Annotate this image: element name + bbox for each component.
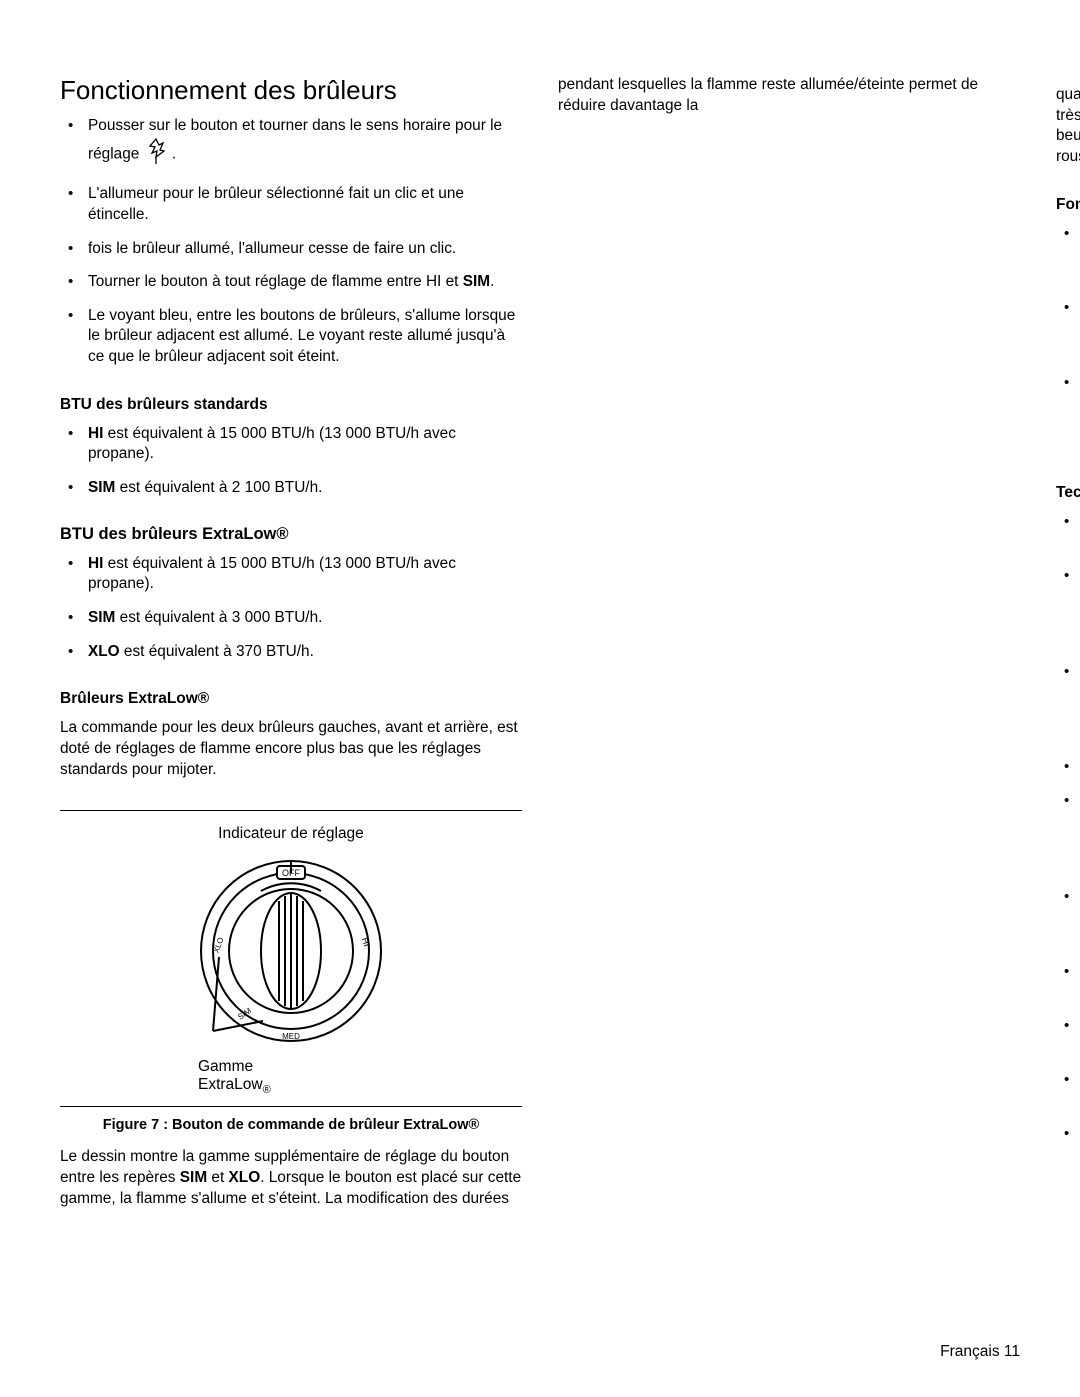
page-title: Fonctionnement des brûleurs	[60, 75, 522, 106]
figure-top-label: Indicateur de réglage	[60, 825, 522, 843]
figure-caption: Figure 7 : Bouton de commande de brûleur…	[60, 1117, 522, 1133]
list-item: Le type et la quantité d'aliments déterm…	[1056, 512, 1080, 553]
list-item: Pour adapter le degré de chaleur aux ali…	[1056, 373, 1080, 456]
list-item: HI est équivalent à 15 000 BTU/h (13 000…	[60, 554, 522, 595]
list-item: Lorsque le bouton est réglé juste en des…	[1056, 298, 1080, 360]
col2-intro-para: quantité de chaleur et de cuire des alim…	[1056, 85, 1080, 168]
list-item: fois le brûleur allumé, l'allumeur cesse…	[60, 239, 522, 260]
list-item: XLO, le réglage le plus bas, fonctionne …	[1056, 224, 1080, 286]
list-item: Il est normal de ne pas voir de bulles à…	[1056, 1070, 1080, 1111]
std-btu-list: HI est équivalent à 15 000 BTU/h (13 000…	[60, 424, 522, 499]
page-footer: Français 11	[940, 1343, 1020, 1361]
tech-list: Le type et la quantité d'aliments déterm…	[1056, 512, 1080, 1207]
tech-heading: Techniques ExtraLow	[1056, 484, 1080, 502]
intro-list: Pousser sur le bouton et tourner dans le…	[60, 116, 522, 368]
std-btu-heading: BTU des brûleurs standards	[60, 396, 522, 414]
list-item: Vérifiez régulièrement s'il est nécessai…	[1056, 757, 1080, 778]
list-item: Le réglage est également déterminé par l…	[1056, 566, 1080, 649]
list-item: Quand un plat mijote, il est normal de l…	[1056, 887, 1080, 949]
svg-text:HI: HI	[360, 936, 372, 948]
list-item: Le voyant bleu, entre les boutons de brû…	[60, 306, 522, 368]
figure-7: Indicateur de réglage	[60, 810, 522, 1133]
ignite-icon	[146, 137, 166, 172]
knob-diagram: OFF HI XLO SIM MED	[191, 851, 391, 1051]
svg-text:MED: MED	[282, 1032, 300, 1041]
list-item: SIM est équivalent à 2 100 BTU/h.	[60, 478, 522, 499]
svg-text:OFF: OFF	[282, 868, 300, 878]
list-item: L'allumeur pour le brûleur sélectionné f…	[60, 184, 522, 225]
list-item: XLO est équivalent à 370 BTU/h.	[60, 642, 522, 663]
list-item: Pour maintenir une chaleur basse ou pour…	[1056, 662, 1080, 745]
list-item: HI est équivalent à 15 000 BTU/h (13 000…	[60, 424, 522, 465]
list-item: Pousser sur le bouton et tourner dans le…	[60, 116, 522, 171]
list-item: SIM est équivalent à 3 000 BTU/h.	[60, 608, 522, 629]
xlo-burners-para: La commande pour les deux brûleurs gauch…	[60, 718, 522, 780]
xlo-btu-heading: BTU des brûleurs ExtraLow®	[60, 525, 522, 544]
xlo-btu-list: HI est équivalent à 15 000 BTU/h (13 000…	[60, 554, 522, 663]
list-item: Tourner le bouton à tout réglage de flam…	[60, 272, 522, 293]
list-item: Si vous utilisez un récipient surdimensi…	[1056, 791, 1080, 874]
list-item: Il peut y avoir des bulles quand la flam…	[1056, 1124, 1080, 1207]
xlo-burners-heading: Brûleurs ExtraLow®	[60, 690, 522, 708]
xlo-func-list: XLO, le réglage le plus bas, fonctionne …	[1056, 224, 1080, 456]
list-item: Si le réglage est trop bas pour faire mi…	[1056, 1016, 1080, 1057]
list-item: Quand vous baissez le réglage de la flam…	[1056, 962, 1080, 1003]
figure-bottom-label: Gamme ExtraLow®	[60, 1058, 522, 1096]
xlo-func-heading: Fonctionnement de brûleur ExtraLow®	[1056, 196, 1080, 214]
